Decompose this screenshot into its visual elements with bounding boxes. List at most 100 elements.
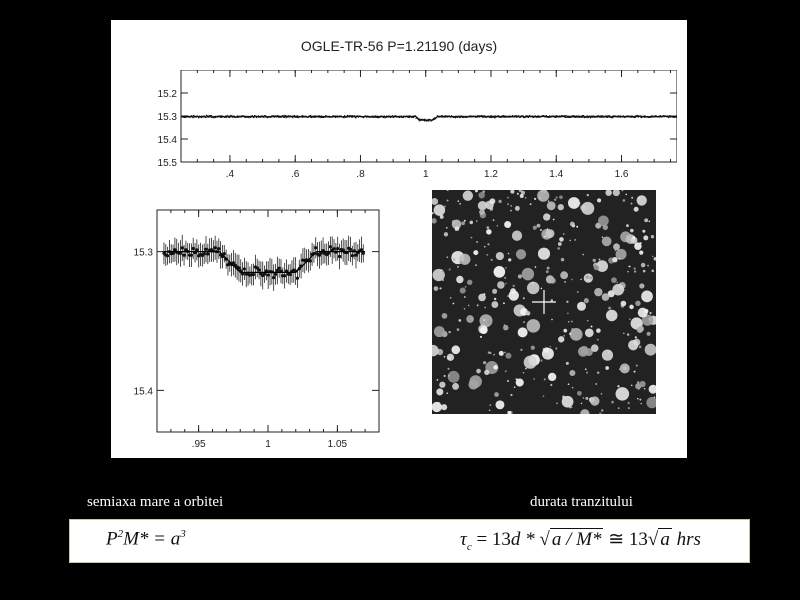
data-point — [213, 117, 215, 119]
star — [494, 392, 499, 397]
data-point — [277, 114, 279, 117]
data-point — [483, 115, 485, 117]
data-point — [310, 116, 312, 118]
data-point — [581, 115, 583, 117]
data-point — [401, 115, 403, 117]
star — [504, 351, 506, 354]
data-point — [587, 115, 589, 117]
data-point — [624, 116, 626, 119]
star — [627, 270, 629, 273]
star — [545, 270, 549, 274]
data-point — [289, 116, 291, 118]
data-point — [366, 115, 368, 117]
data-point — [228, 116, 230, 118]
star — [595, 383, 598, 385]
data-point — [287, 116, 289, 118]
star — [470, 236, 473, 239]
star — [608, 306, 612, 310]
data-point — [591, 115, 593, 117]
data-point — [563, 115, 565, 117]
data-point — [288, 272, 292, 277]
star — [448, 357, 451, 360]
data-point — [475, 116, 477, 118]
star — [571, 386, 574, 389]
star — [641, 290, 653, 303]
star — [552, 218, 555, 221]
data-point — [407, 115, 409, 118]
star-field-image — [427, 187, 658, 419]
data-point — [489, 116, 491, 119]
data-point — [210, 115, 212, 117]
data-point — [511, 115, 514, 117]
star — [613, 243, 620, 251]
star — [508, 258, 512, 262]
star — [563, 335, 565, 337]
star — [564, 280, 567, 283]
data-point — [465, 115, 467, 117]
data-point — [675, 115, 677, 117]
data-point — [387, 115, 389, 117]
star — [622, 199, 626, 202]
data-point — [442, 116, 444, 118]
data-point — [331, 116, 334, 118]
data-point — [225, 115, 227, 117]
hrs-unit: hrs — [676, 529, 701, 550]
star — [457, 200, 460, 202]
data-point — [634, 116, 636, 118]
data-point — [313, 116, 316, 118]
star — [505, 352, 512, 359]
data-point — [189, 253, 193, 257]
data-point — [318, 115, 320, 117]
star — [518, 188, 523, 193]
star — [605, 189, 612, 196]
data-point — [311, 116, 313, 119]
data-point — [493, 115, 495, 117]
data-point — [497, 116, 499, 118]
data-point — [524, 116, 526, 119]
data-point — [367, 116, 369, 118]
data-point — [590, 116, 592, 118]
star — [651, 269, 655, 273]
star — [491, 301, 499, 309]
star — [646, 397, 658, 409]
star — [634, 242, 642, 250]
y-tick-label: 15.3 — [158, 112, 178, 123]
data-point — [284, 114, 286, 117]
star — [560, 257, 565, 262]
light-curve-transit-zoom: .95 1 1.05 15.3 15.4 — [134, 209, 380, 450]
data-point — [222, 252, 226, 256]
star — [540, 287, 543, 290]
data-point — [631, 115, 633, 117]
star — [567, 321, 570, 323]
data-point — [301, 116, 304, 118]
data-point — [207, 115, 210, 117]
star — [466, 315, 474, 323]
x-tick-label: 1 — [265, 439, 271, 450]
data-point — [444, 116, 446, 118]
star — [478, 191, 485, 199]
data-point — [308, 116, 310, 118]
star — [571, 320, 573, 323]
data-point — [197, 116, 199, 118]
star — [644, 218, 649, 223]
kepler-p: P — [106, 528, 118, 550]
star — [626, 224, 629, 228]
data-point — [351, 116, 353, 119]
data-point — [206, 116, 208, 118]
data-point — [398, 116, 400, 118]
data-point — [231, 261, 236, 265]
data-point — [318, 116, 320, 118]
star — [590, 344, 599, 352]
data-point — [240, 115, 243, 117]
data-point — [266, 116, 268, 118]
star — [631, 196, 634, 199]
star — [540, 359, 543, 362]
star — [493, 266, 506, 278]
x-tick-label: .8 — [356, 169, 365, 180]
data-point — [237, 266, 241, 270]
star — [622, 366, 627, 371]
star — [537, 189, 550, 202]
data-point — [494, 116, 497, 118]
data-point — [185, 116, 187, 118]
star — [576, 225, 579, 228]
